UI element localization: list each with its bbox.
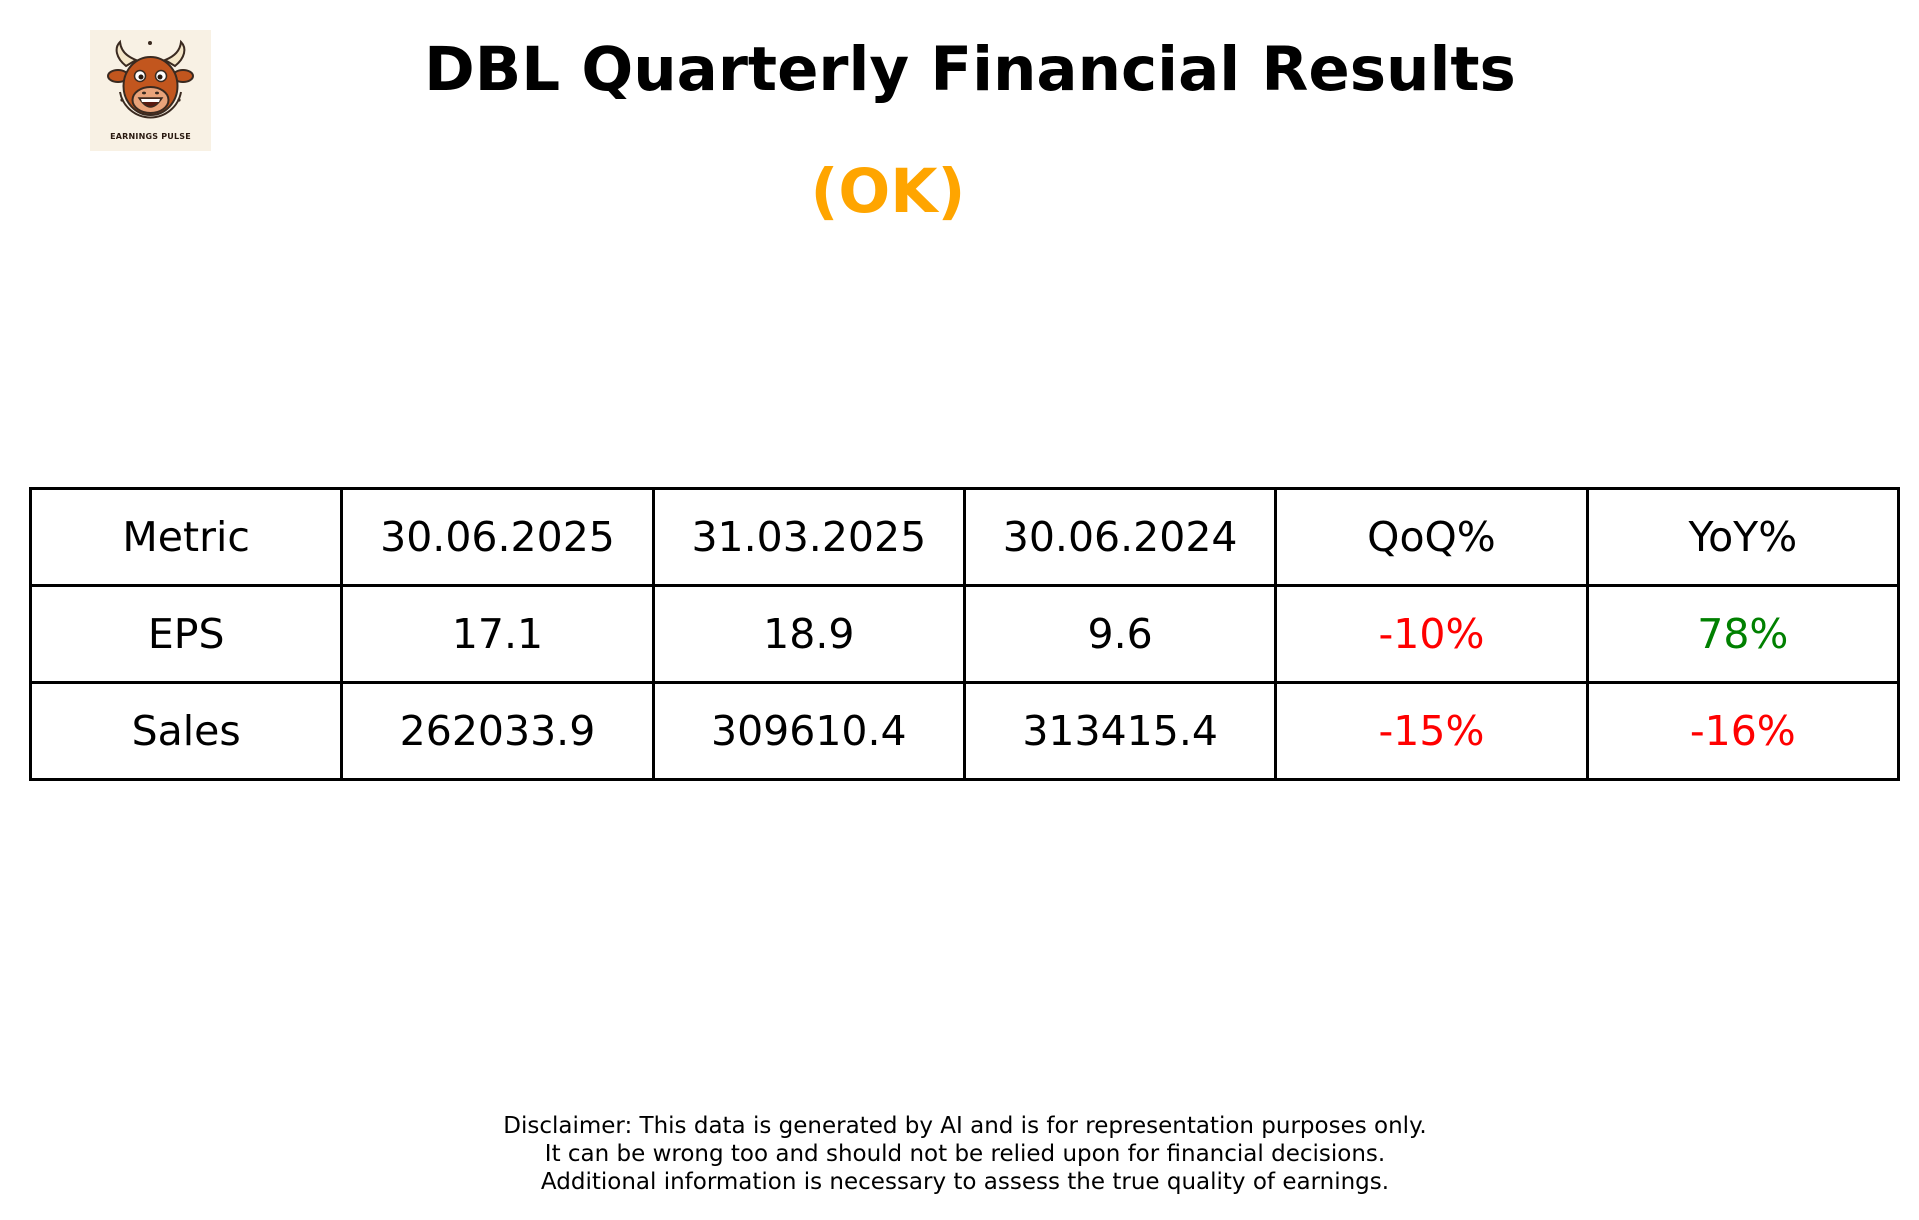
column-header-yoy: YoY% xyxy=(1585,487,1901,587)
eps-qoq-change: -10% xyxy=(1274,584,1589,684)
eps-previous-quarter: 18.9 xyxy=(651,584,966,684)
sales-previous-quarter: 309610.4 xyxy=(651,681,966,781)
logo-text: EARNINGS PULSE xyxy=(110,132,191,141)
column-header-metric: Metric xyxy=(28,487,344,587)
earnings-pulse-logo: EARNINGS PULSE xyxy=(90,30,211,151)
eps-current-quarter: 17.1 xyxy=(340,584,655,684)
disclaimer-line: Disclaimer: This data is generated by AI… xyxy=(503,1113,1427,1139)
bull-mascot-icon xyxy=(107,39,194,119)
table-header-row: Metric 30.06.2025 31.03.2025 30.06.2024 … xyxy=(28,487,1901,587)
column-header-previous-quarter: 31.03.2025 xyxy=(651,487,966,587)
column-header-qoq: QoQ% xyxy=(1274,487,1589,587)
results-table: Metric 30.06.2025 31.03.2025 30.06.2024 … xyxy=(28,487,1901,781)
table-row-eps: EPS 17.1 18.9 9.6 -10% 78% xyxy=(28,584,1901,684)
column-header-current-quarter: 30.06.2025 xyxy=(340,487,655,587)
table-row-sales: Sales 262033.9 309610.4 313415.4 -15% -1… xyxy=(28,681,1901,781)
disclaimer-line: Additional information is necessary to a… xyxy=(540,1169,1390,1195)
sales-qoq-change: -15% xyxy=(1274,681,1589,781)
page-title: DBL Quarterly Financial Results xyxy=(424,34,1516,105)
eps-year-ago-quarter: 9.6 xyxy=(962,584,1278,684)
sales-yoy-change: -16% xyxy=(1585,681,1901,781)
disclaimer: Disclaimer: This data is generated by AI… xyxy=(0,1112,1919,1196)
sales-current-quarter: 262033.9 xyxy=(340,681,655,781)
metric-name-sales: Sales xyxy=(28,681,344,781)
column-header-year-ago-quarter: 30.06.2024 xyxy=(962,487,1278,587)
eps-yoy-change: 78% xyxy=(1585,584,1901,684)
metric-name-eps: EPS xyxy=(28,584,344,684)
sales-year-ago-quarter: 313415.4 xyxy=(962,681,1278,781)
rating-label: (OK) xyxy=(810,156,966,227)
disclaimer-line: It can be wrong too and should not be re… xyxy=(544,1141,1386,1167)
